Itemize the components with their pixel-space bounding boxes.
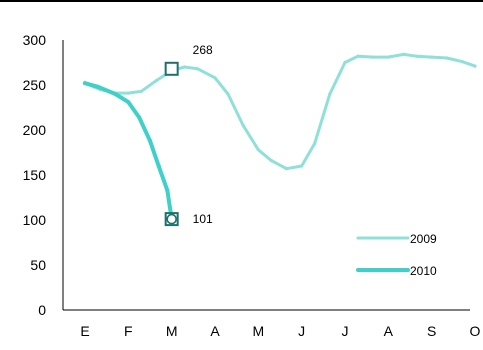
y-tick-label: 150: [23, 167, 47, 183]
y-tick-label: 0: [38, 302, 46, 318]
data-point-2009-7: [183, 65, 187, 69]
data-point-2009-24: [430, 55, 434, 59]
data-point-2009-3: [126, 91, 130, 95]
data-point-2010-3: [126, 100, 131, 105]
data-point-2010-7: [165, 188, 170, 193]
y-tick-label: 200: [23, 122, 47, 138]
x-tick-label: M: [252, 323, 264, 339]
annotation-marker-101-circle: [166, 213, 177, 225]
data-point-2009-21: [386, 55, 390, 59]
x-tick-label: J: [342, 323, 349, 339]
x-tick-label: S: [427, 323, 436, 339]
series-layer: [82, 52, 477, 222]
data-point-2009-22: [401, 52, 406, 57]
data-point-2010-1: [95, 84, 101, 89]
data-point-2010-2: [113, 91, 118, 97]
data-point-2009-5: [154, 78, 159, 83]
data-point-2009-4: [139, 89, 143, 93]
x-tick-label: O: [470, 323, 481, 339]
data-point-2010-6: [156, 163, 161, 169]
data-point-2010-0: [82, 81, 88, 86]
data-point-2010-4: [137, 115, 142, 120]
annotation-label-101: 101: [193, 212, 213, 226]
data-point-2010-5: [147, 138, 153, 143]
annotation-label-268: 268: [193, 43, 213, 57]
annotations: 268 101: [164, 43, 213, 227]
data-point-2009-23: [414, 54, 419, 58]
legend: 2009 2010: [356, 232, 437, 278]
x-tick-label: M: [166, 323, 178, 339]
x-tick-label: E: [80, 323, 89, 339]
data-point-2009-9: [213, 76, 217, 80]
x-tick-label: A: [210, 323, 220, 339]
axes: 0 50 100 150 200 250 300 E F M A M J J A S O: [23, 32, 481, 339]
data-point-2009-19: [356, 54, 360, 58]
data-point-2009-26: [460, 60, 464, 64]
x-tick-label: J: [298, 323, 305, 339]
y-tick-label: 300: [23, 32, 47, 48]
data-point-2009-17: [328, 92, 332, 96]
top-border: [0, 0, 483, 2]
data-point-2009-12: [256, 148, 260, 152]
legend-label-2010: 2010: [410, 264, 437, 278]
data-point-2009-8: [196, 67, 200, 71]
annotation-marker-268: [164, 61, 179, 76]
x-tick-label: F: [124, 323, 133, 339]
data-point-2009-20: [371, 55, 375, 59]
y-tick-label: 100: [23, 212, 47, 228]
data-point-2009-11: [241, 123, 245, 128]
data-point-2009-13: [269, 159, 273, 163]
data-point-2009-16: [313, 141, 317, 146]
legend-label-2009: 2009: [410, 232, 437, 246]
data-point-2009-14: [284, 167, 289, 171]
data-point-2009-25: [445, 56, 449, 60]
data-point-2009-10: [226, 92, 230, 96]
data-point-2009-15: [300, 164, 304, 168]
series-line-2009: [83, 52, 477, 171]
data-point-2009-27: [473, 64, 477, 68]
x-tick-label: A: [384, 323, 394, 339]
y-tick-label: 50: [30, 257, 46, 273]
data-point-2009-18: [343, 60, 347, 65]
y-tick-label: 250: [23, 77, 47, 93]
